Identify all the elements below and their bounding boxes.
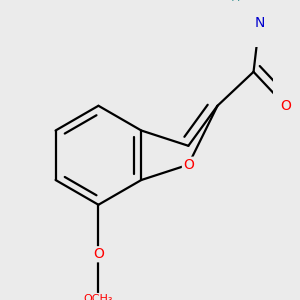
Text: O: O (183, 158, 194, 172)
Text: N: N (254, 16, 265, 30)
Text: H: H (231, 0, 240, 4)
Text: O: O (280, 99, 291, 113)
Text: OCH₃: OCH₃ (84, 294, 113, 300)
Text: O: O (93, 247, 104, 261)
